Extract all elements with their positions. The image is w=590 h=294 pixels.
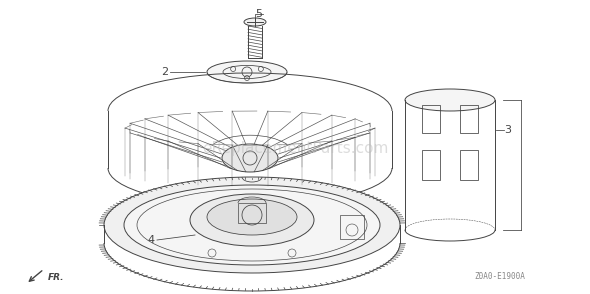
Ellipse shape — [190, 194, 314, 246]
Bar — [238, 203, 266, 223]
Bar — [422, 150, 440, 180]
Ellipse shape — [207, 61, 287, 83]
Ellipse shape — [124, 185, 380, 265]
Text: 3: 3 — [504, 125, 511, 135]
Ellipse shape — [104, 177, 400, 273]
Ellipse shape — [222, 144, 278, 172]
Bar — [460, 150, 478, 180]
Text: 4: 4 — [148, 235, 155, 245]
Ellipse shape — [207, 199, 297, 235]
Bar — [340, 215, 364, 239]
Bar — [422, 105, 440, 133]
Ellipse shape — [405, 89, 495, 111]
Bar — [460, 105, 478, 133]
Text: FR.: FR. — [48, 273, 64, 283]
Text: Z0A0-E1900A: Z0A0-E1900A — [474, 272, 526, 281]
Text: 2: 2 — [161, 67, 168, 77]
Text: eReplacementParts.com: eReplacementParts.com — [202, 141, 388, 156]
Ellipse shape — [244, 18, 266, 26]
Text: 5: 5 — [255, 9, 262, 19]
